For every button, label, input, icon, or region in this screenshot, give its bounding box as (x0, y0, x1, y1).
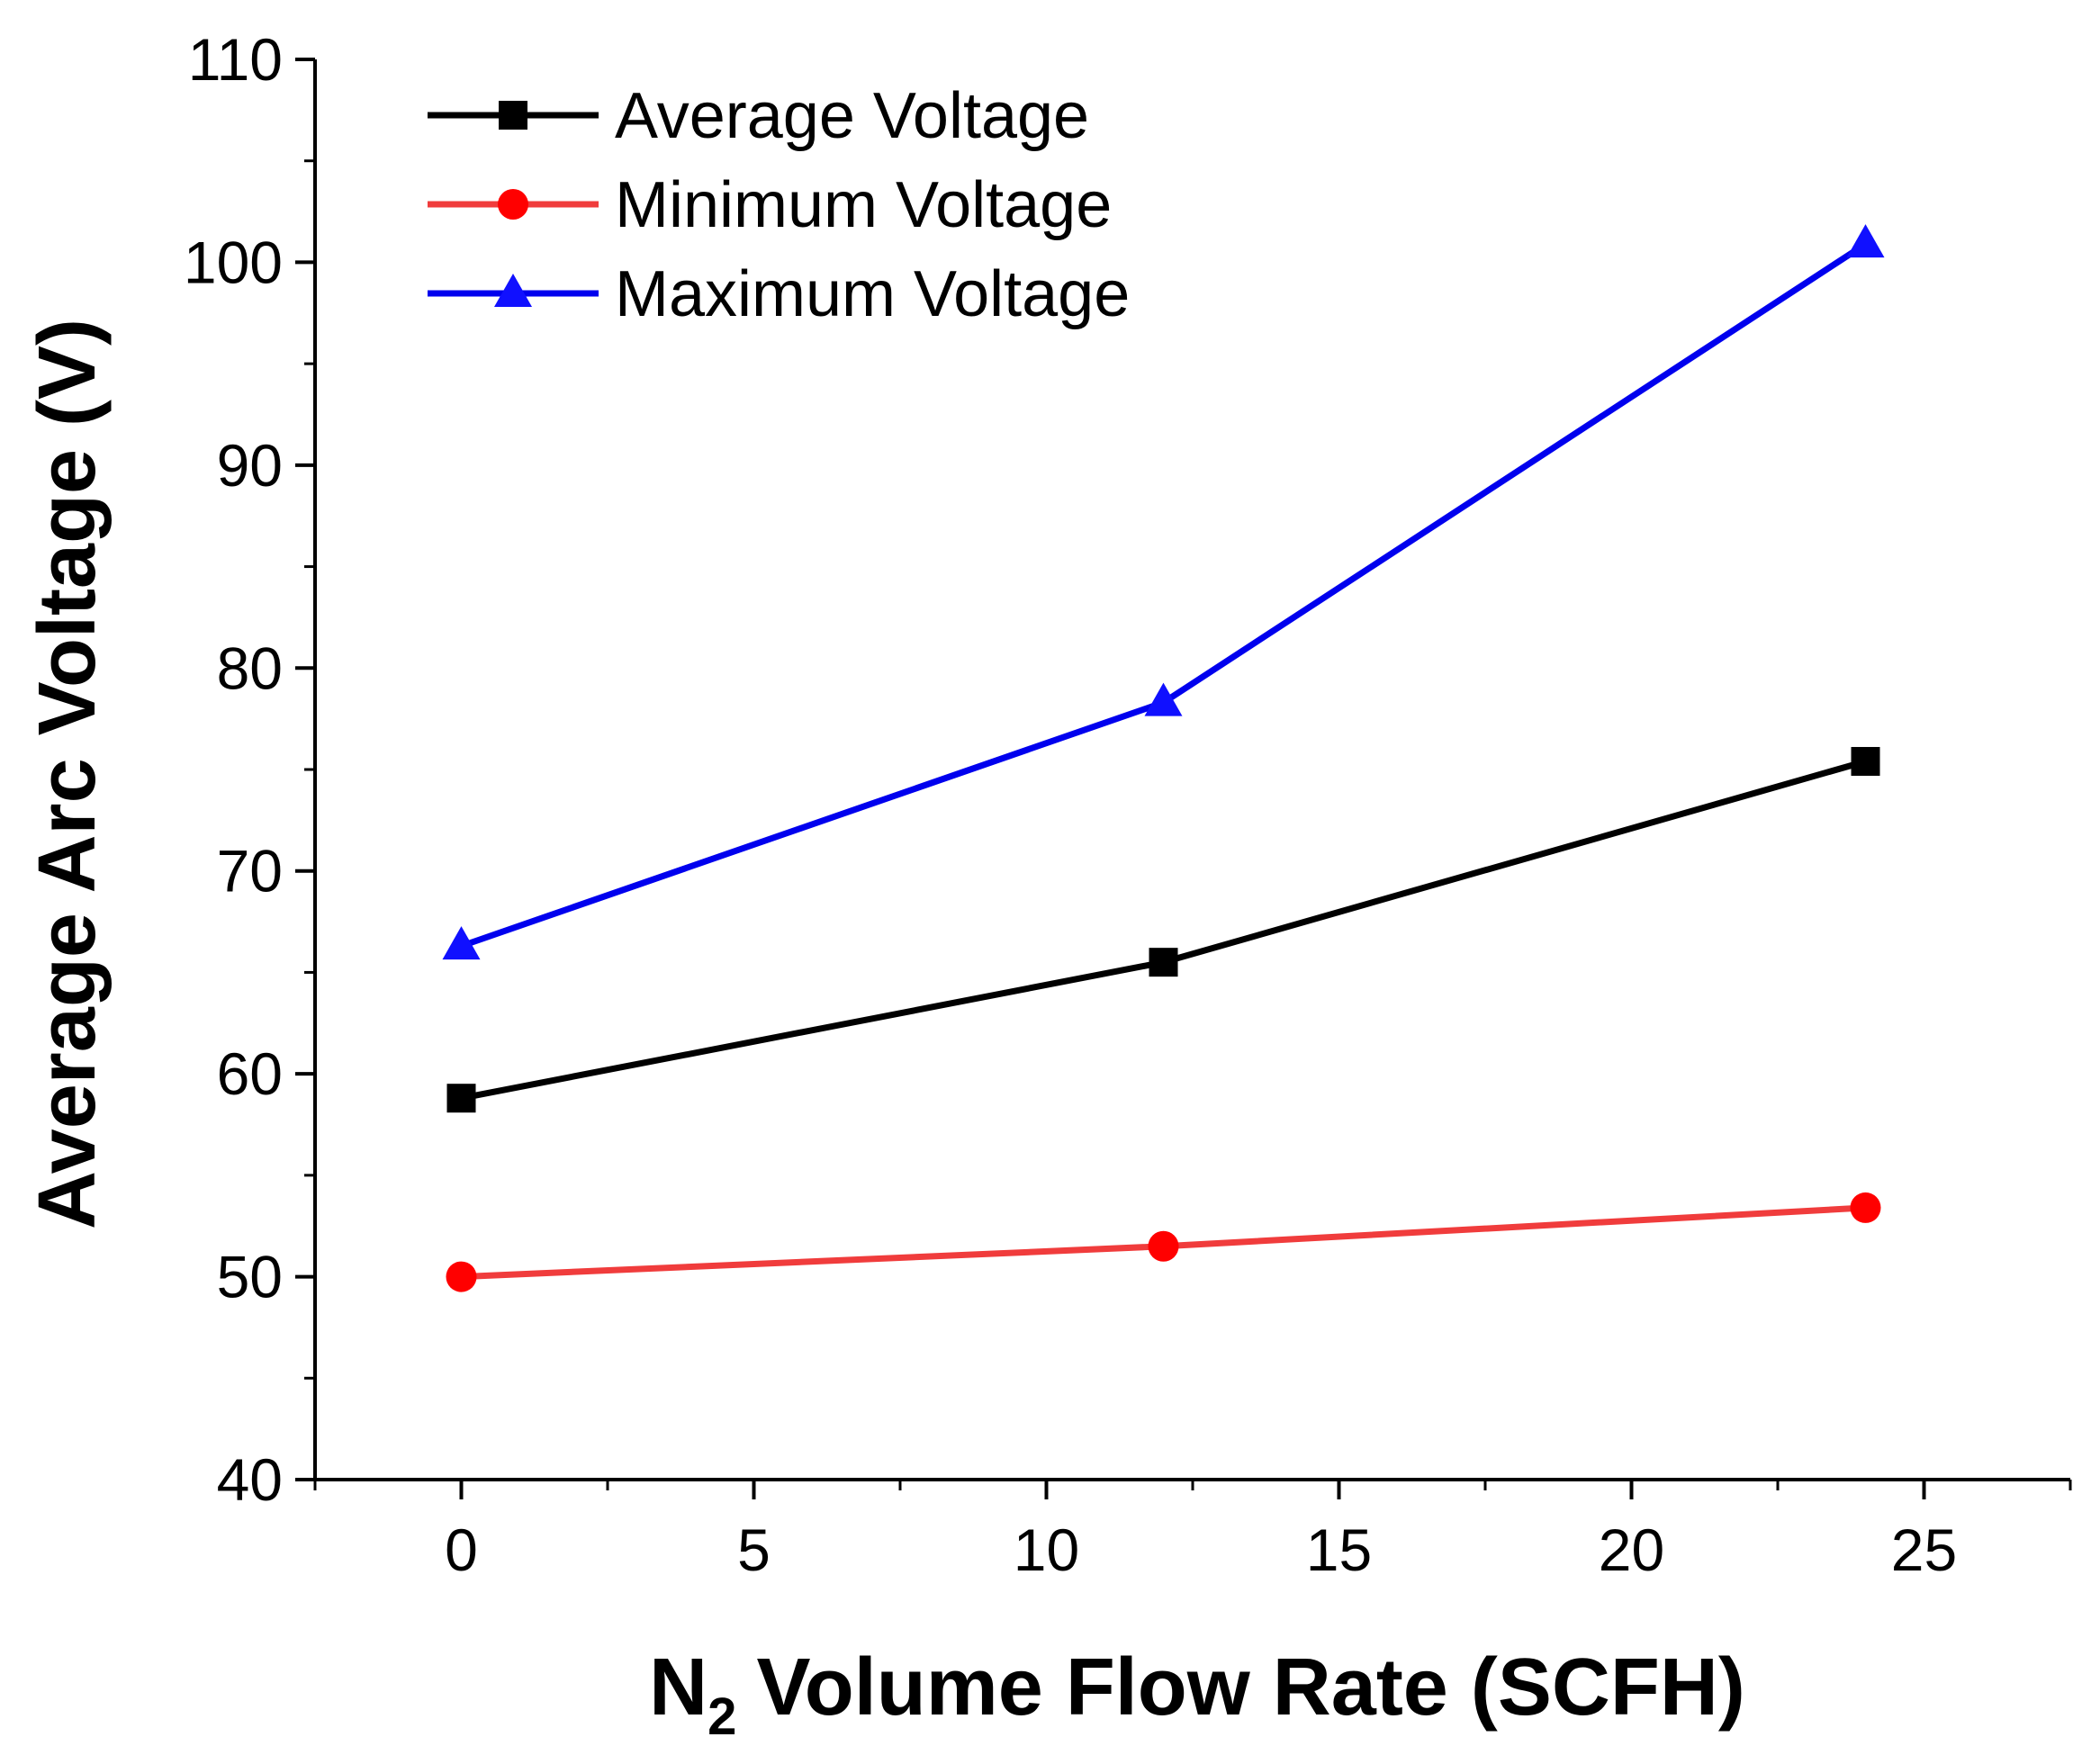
y-tick-label: 90 (217, 432, 283, 499)
x-tick-label: 10 (1014, 1516, 1079, 1583)
x-tick-label: 0 (445, 1516, 478, 1583)
legend-label: Minimum Voltage (615, 169, 1112, 241)
x-axis-title: N2 Volume Flow Rate (SCFH) (649, 1642, 1745, 1746)
series-layer (442, 224, 1885, 1292)
data-point (446, 1261, 477, 1292)
legend-swatch-marker (498, 189, 528, 220)
y-tick-label: 110 (188, 26, 283, 93)
y-tick-label: 80 (217, 634, 283, 701)
legend-item: Maximum Voltage (428, 258, 1130, 330)
y-axis-title: Average Arc Voltage (V) (23, 319, 113, 1229)
series-line (460, 241, 1868, 950)
series-line (460, 758, 1867, 1102)
legend-swatch-marker (499, 101, 527, 130)
data-point (446, 1084, 476, 1113)
legend-item: Minimum Voltage (428, 169, 1112, 241)
y-tick-label: 100 (184, 229, 283, 295)
data-point (1148, 1230, 1179, 1262)
x-tick-label: 15 (1306, 1516, 1372, 1583)
y-tick-label: 70 (217, 838, 283, 904)
axes (313, 59, 2070, 1481)
series-maximum-voltage (442, 224, 1885, 960)
x-axis-title-prefix: N (649, 1642, 708, 1732)
series-minimum-voltage (446, 1192, 1881, 1292)
tick-labels: 0 5 10 15 20 25 40 50 60 70 80 90 100 110 (184, 26, 1957, 1583)
x-tick-label: 5 (737, 1516, 771, 1583)
tick-marks (295, 58, 2072, 1499)
legend-label: Average Voltage (615, 80, 1089, 152)
series-average-voltage (446, 746, 1880, 1113)
data-point (1850, 1192, 1881, 1223)
data-point (1846, 224, 1885, 258)
x-axis-title-subscript: 2 (708, 1688, 736, 1746)
data-point (1851, 746, 1880, 776)
legend-item: Average Voltage (428, 80, 1089, 152)
data-point (1149, 948, 1178, 977)
y-tick-label: 40 (217, 1446, 283, 1513)
x-axis-title-text: Volume Flow Rate (SCFH) (756, 1642, 1744, 1732)
legend-swatch-marker (494, 274, 532, 307)
y-tick-label: 60 (217, 1040, 283, 1107)
data-point (1144, 682, 1183, 716)
data-point (442, 926, 481, 960)
legend-label: Maximum Voltage (615, 258, 1130, 330)
x-tick-label: 25 (1891, 1516, 1957, 1583)
x-tick-label: 20 (1599, 1516, 1664, 1583)
legend: Average Voltage Minimum Voltage Maximum Vo… (428, 80, 1130, 330)
y-tick-label: 50 (217, 1244, 283, 1310)
